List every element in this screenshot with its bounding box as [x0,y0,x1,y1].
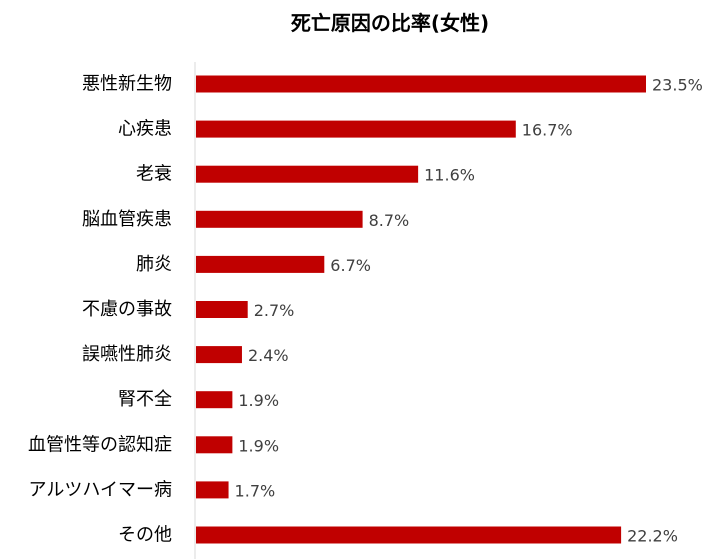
category-label: 老衰 [136,164,172,185]
bar [196,481,229,499]
bars-group: 悪性新生物 23.5% 心疾患 16.7% 老衰 11.6% 脳血管疾患 8.7% 肺炎 6.7%… [28,74,703,546]
bar [196,436,233,454]
value-label: 2.4% [248,346,289,365]
value-label: 1.9% [238,391,279,410]
category-label: 脳血管疾患 [82,209,172,230]
value-label: 2.7% [254,301,295,320]
category-label: 血管性等の認知症 [28,434,172,455]
bar [196,75,646,93]
value-label: 22.2% [627,527,678,546]
bar [196,391,233,409]
value-label: 6.7% [330,256,371,275]
bar [196,526,622,544]
category-label: 心疾患 [118,119,172,140]
chart-title: 死亡原因の比率(女性) [291,11,489,35]
category-label: その他 [118,525,172,546]
bar [196,165,419,183]
bar [196,210,363,228]
category-label: 不慮の事故 [82,299,172,320]
bar [196,255,325,273]
value-label: 23.5% [652,76,703,95]
bar [196,120,516,138]
bar [196,301,248,318]
value-label: 16.7% [522,121,573,140]
category-label: 悪性新生物 [82,74,172,95]
category-label: 肺炎 [136,254,172,275]
value-label: 1.9% [238,436,279,455]
bar [196,346,242,364]
value-label: 8.7% [369,211,410,230]
category-label: アルツハイマー病 [29,479,172,500]
value-label: 11.6% [424,166,475,185]
category-label: 誤嚥性肺炎 [82,344,172,365]
value-label: 1.7% [235,481,276,500]
category-label: 腎不全 [118,389,172,410]
